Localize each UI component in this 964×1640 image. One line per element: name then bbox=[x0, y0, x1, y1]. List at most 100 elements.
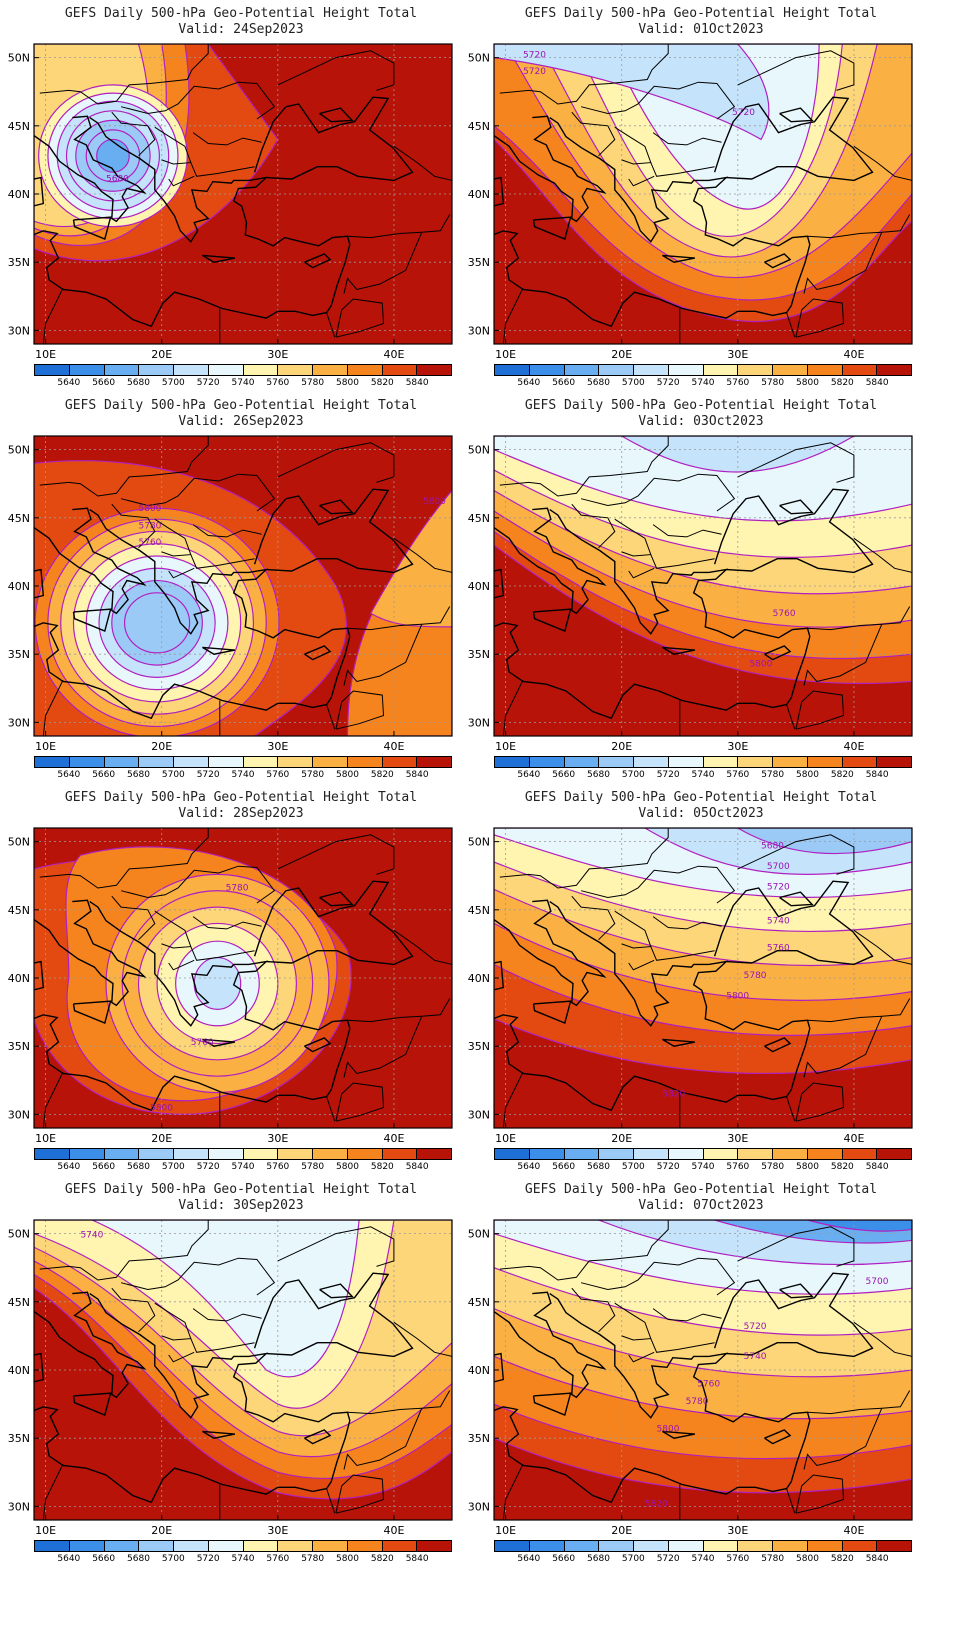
colorbar-level-label: 5660 bbox=[92, 1162, 116, 1172]
colorbar-swatch bbox=[495, 365, 530, 375]
country-border bbox=[580, 81, 736, 120]
coastline bbox=[662, 1430, 696, 1439]
colorbar-swatch bbox=[174, 365, 209, 375]
country-border bbox=[652, 524, 722, 538]
height-map: 5680 5700 5720 5740 5760 5780 5800 5820 50N 45N 40… bbox=[468, 827, 942, 1145]
country-border bbox=[795, 1474, 845, 1514]
coastline bbox=[34, 568, 45, 599]
colorbar-swatch bbox=[738, 1541, 773, 1551]
country-border bbox=[111, 895, 156, 941]
country-border bbox=[499, 436, 669, 497]
colorbar-level-label: 5720 bbox=[656, 378, 680, 388]
country-border bbox=[168, 959, 195, 971]
colorbar-swatch bbox=[382, 757, 418, 767]
coastline bbox=[494, 1352, 505, 1383]
country-border bbox=[154, 126, 192, 165]
lat-tick-label: 40N bbox=[8, 1364, 30, 1377]
country-border bbox=[580, 473, 736, 512]
colorbar-swatch bbox=[773, 757, 808, 767]
coastline bbox=[34, 176, 45, 207]
country-border bbox=[393, 537, 452, 573]
country-border bbox=[650, 554, 715, 569]
coastline bbox=[779, 891, 814, 907]
colorbar-level-label: 5820 bbox=[370, 1162, 394, 1172]
lon-tick-label: 30E bbox=[267, 1132, 288, 1145]
colorbar-swatch bbox=[35, 1541, 70, 1551]
colorbar-level-label: 5820 bbox=[370, 770, 394, 780]
country-border bbox=[807, 214, 911, 239]
country-border bbox=[499, 828, 669, 889]
colorbar-swatch bbox=[35, 1149, 70, 1159]
colorbar-swatch bbox=[69, 1149, 105, 1159]
lat-tick-label: 35N bbox=[468, 256, 490, 269]
country-border bbox=[347, 998, 451, 1023]
colorbar-swatch bbox=[139, 757, 174, 767]
map-panel: GEFS Daily 500-hPa Geo-Potential Height … bbox=[460, 784, 942, 1194]
colorbar-level-label: 5640 bbox=[57, 770, 81, 780]
panel-valid-date: Valid: 24Sep2023 bbox=[178, 22, 304, 37]
coastline bbox=[494, 507, 607, 615]
coastline bbox=[72, 1392, 112, 1416]
colorbar-swatch bbox=[347, 757, 383, 767]
coastline bbox=[764, 1037, 792, 1053]
colorbar-swatch bbox=[807, 757, 843, 767]
coastline bbox=[34, 901, 351, 1112]
coastline bbox=[304, 253, 332, 269]
coastline bbox=[935, 917, 942, 999]
coastline bbox=[253, 1272, 414, 1358]
lat-tick-label: 35N bbox=[468, 648, 490, 661]
lon-tick-label: 40E bbox=[383, 740, 404, 753]
country-border bbox=[737, 1226, 855, 1267]
colorbar-swatch bbox=[599, 1149, 634, 1159]
lat-tick-label: 45N bbox=[468, 512, 490, 525]
country-border bbox=[343, 232, 423, 294]
colorbar-level-label: 5740 bbox=[231, 1554, 255, 1564]
country-border bbox=[652, 132, 722, 146]
country-border bbox=[502, 1071, 524, 1128]
country-border bbox=[326, 1488, 336, 1514]
coastline bbox=[494, 117, 811, 328]
coastline bbox=[72, 1000, 112, 1024]
colorbar-swatch bbox=[417, 1541, 451, 1551]
country-border bbox=[168, 175, 195, 187]
colorbar-swatch bbox=[634, 757, 669, 767]
colorbar-swatch bbox=[69, 757, 105, 767]
colorbar bbox=[34, 364, 452, 376]
colorbar-swatch bbox=[495, 1149, 530, 1159]
coastline bbox=[532, 1000, 572, 1024]
contour-label: 5820 bbox=[662, 1090, 685, 1100]
lat-tick-label: 35N bbox=[8, 1432, 30, 1445]
colorbar-swatch bbox=[529, 365, 565, 375]
coastline bbox=[34, 117, 351, 328]
colorbar-level-label: 5840 bbox=[405, 1162, 429, 1172]
country-border bbox=[853, 929, 912, 965]
country-border bbox=[343, 1408, 423, 1470]
country-border bbox=[795, 690, 845, 730]
lon-tick-label: 20E bbox=[151, 348, 172, 361]
lat-tick-label: 40N bbox=[8, 972, 30, 985]
colorbar-level-label: 5680 bbox=[127, 1554, 150, 1564]
coastline bbox=[779, 499, 814, 515]
lat-tick-label: 30N bbox=[468, 324, 490, 337]
panel-valid-date: Valid: 30Sep2023 bbox=[178, 1198, 304, 1213]
coastline bbox=[319, 891, 354, 907]
country-border bbox=[39, 44, 209, 105]
panel-title: GEFS Daily 500-hPa Geo-Potential Height … bbox=[64, 790, 418, 805]
colorbar-level-label: 5800 bbox=[796, 1554, 819, 1564]
coastline bbox=[532, 216, 572, 240]
lon-tick-label: 20E bbox=[611, 348, 632, 361]
colorbar bbox=[494, 756, 912, 768]
colorbar-level-label: 5800 bbox=[336, 1554, 359, 1564]
colorbar-level-label: 5740 bbox=[231, 378, 255, 388]
lat-tick-label: 45N bbox=[8, 512, 30, 525]
coastline bbox=[34, 509, 351, 720]
colorbar-swatch bbox=[807, 1541, 843, 1551]
panel-title: GEFS Daily 500-hPa Geo-Potential Height … bbox=[64, 398, 418, 413]
coastline bbox=[935, 1309, 942, 1391]
colorbar-level-label: 5840 bbox=[405, 770, 429, 780]
coastline bbox=[532, 608, 572, 632]
colorbar-level-label: 5740 bbox=[691, 378, 715, 388]
coastline bbox=[202, 1430, 236, 1439]
country-border bbox=[120, 865, 276, 904]
coastline bbox=[304, 1429, 332, 1445]
